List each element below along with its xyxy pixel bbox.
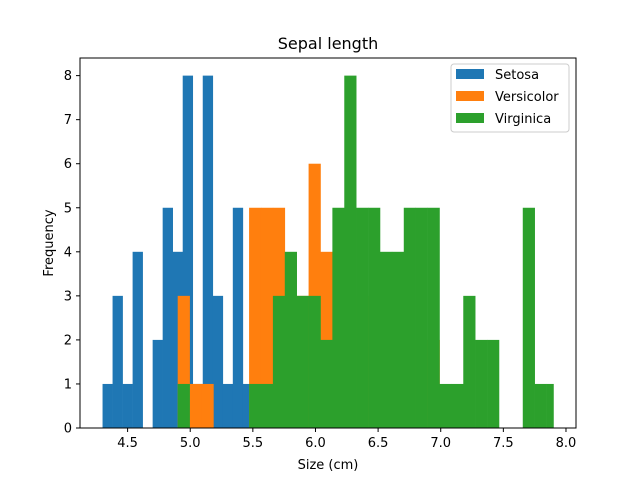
x-axis-ticks: 4.5 5.0 5.5 6.0 6.5 7.0 7.5 8.0: [117, 428, 576, 451]
x-tick-label: 6.0: [305, 436, 326, 451]
x-axis-label: Size (cm): [298, 458, 359, 473]
legend-label-setosa: Setosa: [495, 68, 539, 83]
bar-setosa-12: [222, 383, 234, 428]
x-tick-label: 5.0: [180, 436, 201, 451]
bar-virginica-9: [284, 251, 297, 428]
bar-virginica-23: [451, 383, 464, 428]
bar-virginica-11: [308, 295, 321, 428]
legend-swatch-versicolor: [456, 91, 484, 101]
x-tick-label: 6.5: [368, 436, 389, 451]
chart-title: Sepal length: [278, 34, 379, 53]
bar-setosa-2: [122, 383, 133, 428]
bar-virginica-8: [272, 295, 286, 428]
bar-virginica-19: [403, 207, 416, 428]
legend-swatch-setosa: [456, 69, 484, 79]
bar-virginica-20: [415, 207, 428, 428]
bar-versicolor-6: [249, 207, 262, 428]
y-axis-ticks: 0 1 2 3 4 5 6 7 8: [64, 69, 80, 437]
bar-virginica-7: [260, 383, 274, 428]
bar-setosa-8: [182, 75, 194, 429]
bar-virginica-16: [368, 207, 381, 428]
bar-setosa-11: [212, 295, 224, 428]
bar-virginica-12: [320, 339, 333, 428]
y-tick-label: 1: [64, 377, 72, 392]
x-tick-label: 7.5: [493, 436, 514, 451]
bar-versicolor-7: [260, 207, 274, 428]
x-tick-label: 7.0: [430, 436, 451, 451]
bar-virginica-6: [249, 383, 262, 428]
legend-label-versicolor: Versicolor: [495, 90, 559, 105]
plot-frame: [79, 57, 577, 429]
y-axis-label: Frequency: [42, 209, 57, 276]
legend-label-virginica: Virginica: [495, 112, 551, 127]
y-tick-label: 5: [64, 201, 72, 216]
bar-virginica-29: [522, 207, 535, 428]
bar-setosa-13: [232, 207, 244, 428]
bar-setosa-14: [242, 383, 254, 428]
y-tick-label: 2: [64, 333, 72, 348]
y-tick-label: 3: [64, 289, 72, 304]
bar-virginica-22: [439, 383, 452, 428]
bar-virginica-14: [344, 75, 357, 429]
bar-virginica-0: [177, 383, 190, 428]
bar-virginica-17: [379, 251, 393, 428]
bar-virginica-10: [296, 295, 309, 428]
bar-virginica-31: [546, 383, 554, 428]
legend-swatch-virginica: [456, 113, 484, 123]
bar-virginica-26: [487, 339, 500, 428]
bar-virginica-13: [332, 207, 345, 428]
bar-setosa-1: [112, 295, 123, 428]
bar-setosa-6: [162, 207, 173, 428]
bar-versicolor-2: [201, 383, 214, 428]
bar-virginica-25: [475, 339, 488, 428]
bars-layer: [102, 75, 554, 429]
x-tick-label: 5.5: [243, 436, 264, 451]
bar-virginica-30: [534, 383, 547, 428]
bar-virginica-24: [463, 295, 476, 428]
legend: Setosa Versicolor Virginica: [450, 63, 570, 133]
bar-setosa-3: [132, 251, 143, 428]
bar-virginica-18: [391, 251, 405, 428]
bar-setosa-5: [152, 339, 163, 428]
bar-setosa-0: [102, 383, 113, 428]
y-tick-label: 0: [64, 422, 72, 437]
y-tick-label: 8: [64, 69, 72, 84]
bar-virginica-15: [356, 207, 369, 428]
bar-versicolor-1: [189, 383, 202, 428]
bar-virginica-21: [427, 207, 440, 428]
bar-setosa-10: [202, 75, 214, 429]
x-tick-label: 4.5: [117, 436, 138, 451]
y-tick-label: 6: [64, 157, 72, 172]
y-tick-label: 4: [64, 245, 72, 260]
y-tick-label: 7: [64, 113, 72, 128]
x-tick-label: 8.0: [556, 436, 577, 451]
